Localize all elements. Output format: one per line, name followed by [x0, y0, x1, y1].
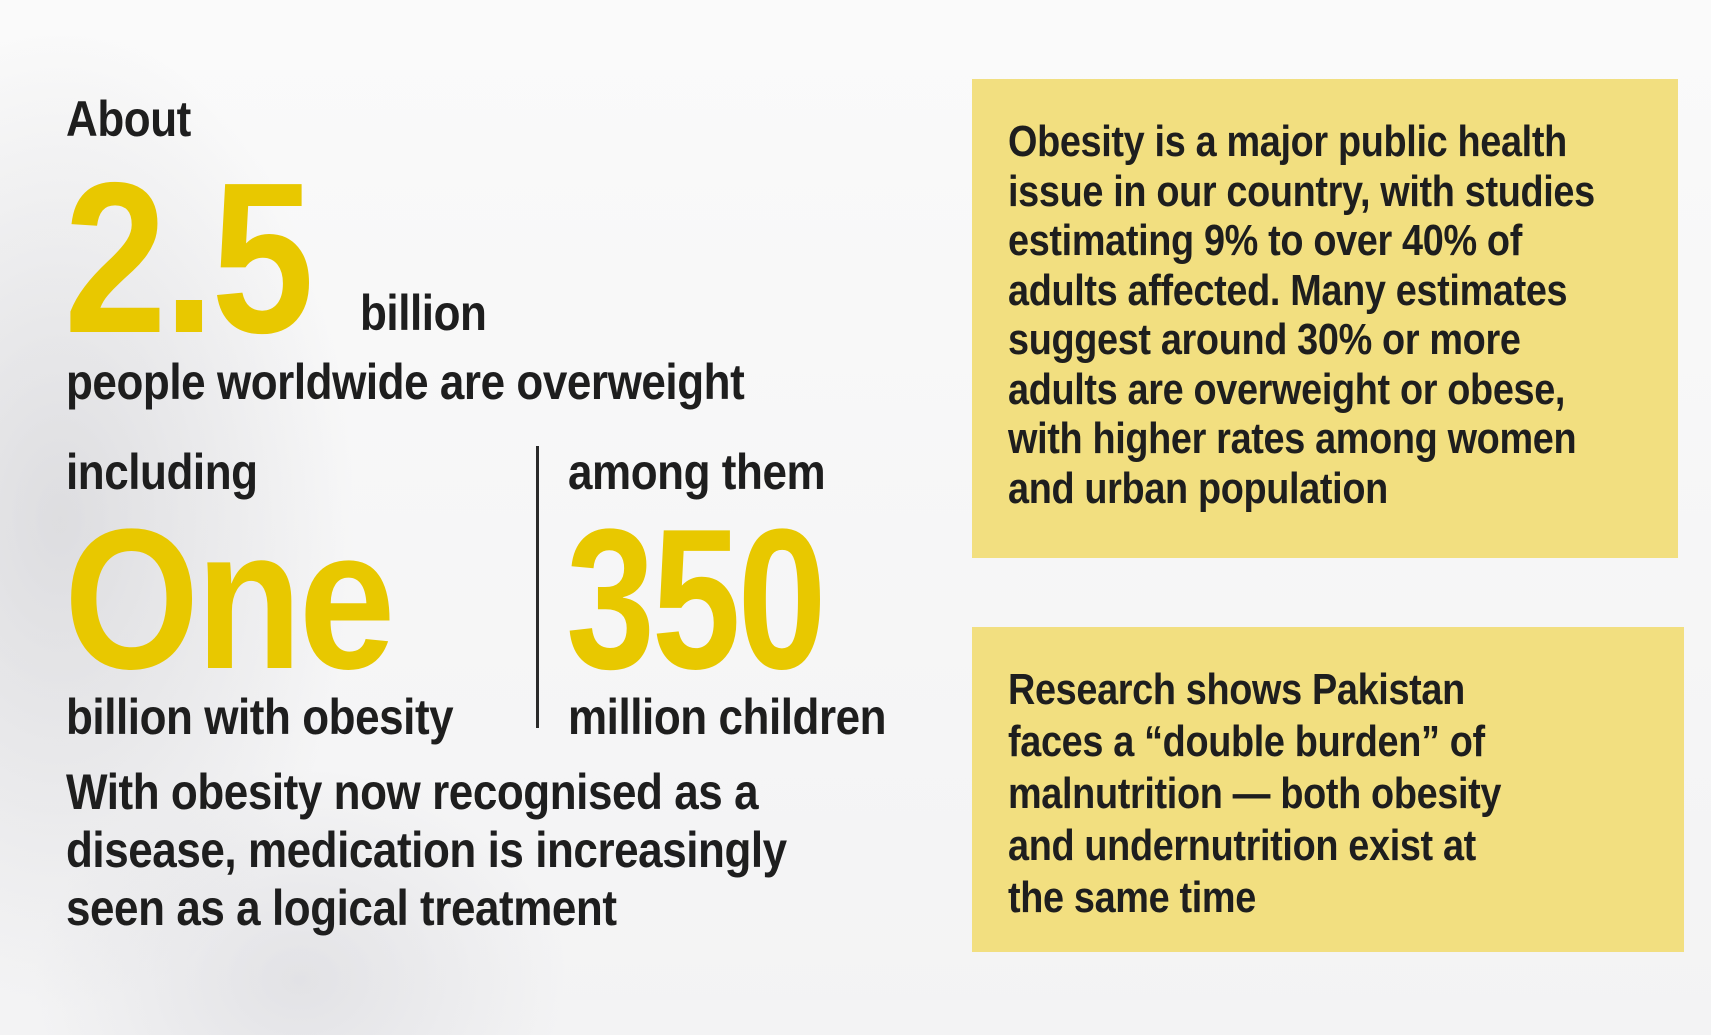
double-burden-text: Research shows Pakistan faces a “double … [1008, 664, 1501, 924]
big-number-350: 350 [566, 488, 827, 711]
among-them-label: among them [568, 444, 826, 500]
obesity-line: billion with obesity [66, 689, 454, 745]
box-line: faces a “double burden” of [1008, 717, 1485, 766]
box-line: with higher rates among women [1008, 414, 1577, 463]
box-line: adults affected. Many estimates [1008, 265, 1568, 315]
about-label: About [66, 91, 191, 147]
paragraph-line: With obesity now recognised as a [66, 764, 759, 820]
box-line: issue in our country, with studies [1008, 166, 1595, 216]
box-line: Obesity is a major public health [1008, 117, 1567, 166]
box-line: malnutrition — both obesity [1008, 769, 1502, 818]
paragraph-line: disease, medication is increasingly [66, 822, 787, 878]
overweight-line: people worldwide are overweight [66, 354, 745, 410]
box-line: the same time [1008, 873, 1256, 922]
including-label: including [66, 444, 258, 500]
box-line: Research shows Pakistan [1008, 665, 1465, 714]
children-line: million children [568, 689, 887, 745]
column-divider [536, 446, 539, 728]
treatment-paragraph: With obesity now recognised as a disease… [66, 763, 787, 937]
big-number-2-5: 2.5 [64, 137, 314, 378]
box-line: adults are overweight or obese, [1008, 364, 1566, 414]
double-burden-box [972, 627, 1684, 952]
billion-label: billion [360, 285, 487, 341]
box-line: estimating 9% to over 40% of [1008, 216, 1522, 265]
box-line: and undernutrition exist at [1008, 821, 1476, 870]
box-line: suggest around 30% or more [1008, 315, 1521, 364]
big-number-one: One [64, 488, 395, 711]
obesity-info-box [972, 79, 1678, 558]
obesity-info-text: Obesity is a major public health issue i… [1008, 117, 1595, 513]
box-line: and urban population [1008, 463, 1388, 513]
paragraph-line: seen as a logical treatment [66, 880, 617, 936]
